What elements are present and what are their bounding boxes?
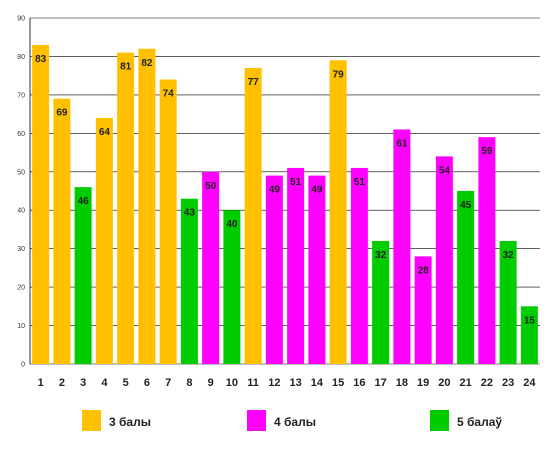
bar: [32, 44, 50, 365]
legend-swatch: [430, 410, 449, 431]
data-label: 79: [333, 69, 345, 80]
x-tick-label: 13: [290, 377, 302, 389]
y-tick-label: 10: [17, 323, 25, 330]
grid-lines: [30, 17, 540, 365]
bar: [95, 117, 113, 364]
bar: [372, 240, 390, 364]
x-tick-label: 16: [353, 377, 365, 389]
bar: [202, 171, 220, 364]
y-tick-label: 0: [21, 362, 25, 369]
bar: [350, 167, 368, 364]
x-tick-label: 1: [38, 377, 44, 389]
bar: [457, 191, 475, 364]
bar: [520, 306, 538, 364]
x-tick-label: 6: [144, 377, 150, 389]
bar: [435, 156, 453, 364]
data-label: 83: [35, 54, 47, 65]
x-tick-label: 12: [268, 377, 280, 389]
x-tick-label: 23: [502, 377, 514, 389]
bar: [308, 175, 326, 364]
y-tick-label: 20: [17, 285, 25, 292]
y-axis: 0 10 20 30 40 50 60 70 80 90: [17, 16, 31, 369]
x-tick-label: 7: [165, 377, 171, 389]
legend-label: 3 балы: [109, 415, 151, 429]
x-tick-label: 19: [417, 377, 429, 389]
bar: [223, 210, 241, 364]
data-label: 50: [205, 181, 217, 192]
data-label: 64: [99, 127, 111, 138]
data-label: 59: [481, 146, 493, 157]
x-tick-label: 5: [123, 377, 129, 389]
bar: [499, 240, 517, 364]
data-label: 49: [269, 185, 281, 196]
y-tick-label: 70: [17, 92, 25, 99]
x-tick-label: 22: [481, 377, 493, 389]
data-label: 45: [460, 200, 472, 211]
data-label: 28: [418, 265, 430, 276]
y-tick-label: 80: [17, 54, 25, 61]
legend-label: 5 балаў: [457, 415, 502, 429]
data-label: 49: [311, 185, 323, 196]
x-tick-label: 20: [438, 377, 450, 389]
bar: [393, 129, 411, 364]
bar: [329, 60, 347, 365]
data-label: 51: [354, 177, 366, 188]
y-tick-label: 60: [17, 131, 25, 138]
x-tick-label: 3: [80, 377, 86, 389]
y-tick-label: 30: [17, 246, 25, 253]
x-tick-label: 18: [396, 377, 408, 389]
x-tick-label: 4: [101, 377, 108, 389]
data-label: 32: [375, 250, 387, 261]
data-label: 77: [248, 77, 260, 88]
x-tick-label: 17: [375, 377, 387, 389]
bar: [159, 79, 177, 364]
legend-label: 4 балы: [274, 415, 316, 429]
legend-swatch: [247, 410, 266, 431]
x-tick-label: 10: [226, 377, 238, 389]
data-label: 32: [503, 250, 515, 261]
x-tick-label: 15: [332, 377, 344, 389]
x-tick-label: 14: [311, 377, 324, 389]
bar: [53, 98, 71, 364]
bars: 83 69 46 64 81 82 74 43 50 40 77 49 51 49 79 51 32 61 28 54…: [32, 44, 538, 365]
data-label: 51: [290, 177, 302, 188]
data-label: 74: [163, 89, 175, 100]
bar: [117, 52, 135, 364]
bar: [414, 256, 432, 364]
x-tick-label: 9: [208, 377, 214, 389]
bar: [265, 175, 283, 364]
legend: 3 балы 4 балы 5 балаў: [82, 410, 502, 431]
x-tick-label: 24: [523, 377, 536, 389]
x-tick-label: 11: [247, 377, 259, 389]
data-label: 15: [524, 315, 536, 326]
x-tick-label: 2: [59, 377, 65, 389]
data-label: 54: [439, 165, 451, 176]
legend-swatch: [82, 410, 101, 431]
bar: [478, 137, 496, 364]
x-axis: 1 2 3 4 5 6 7 8 9 10 11 12 13 14 15 16 17 18 19 20 21 22 23 24: [38, 377, 537, 389]
data-label: 46: [78, 196, 90, 207]
y-tick-label: 40: [17, 208, 25, 215]
bar: [287, 167, 305, 364]
y-tick-label: 50: [17, 169, 25, 176]
bar: [74, 187, 92, 364]
bar: [244, 67, 262, 364]
data-label: 81: [120, 62, 132, 73]
data-label: 82: [141, 58, 153, 69]
bar: [138, 48, 156, 364]
data-label: 69: [56, 108, 68, 119]
x-tick-label: 8: [186, 377, 192, 389]
x-tick-label: 21: [460, 377, 472, 389]
data-label: 43: [184, 208, 196, 219]
y-tick-label: 90: [17, 16, 25, 23]
data-label: 61: [396, 138, 408, 149]
bar: [180, 198, 198, 364]
data-label: 40: [226, 219, 238, 230]
